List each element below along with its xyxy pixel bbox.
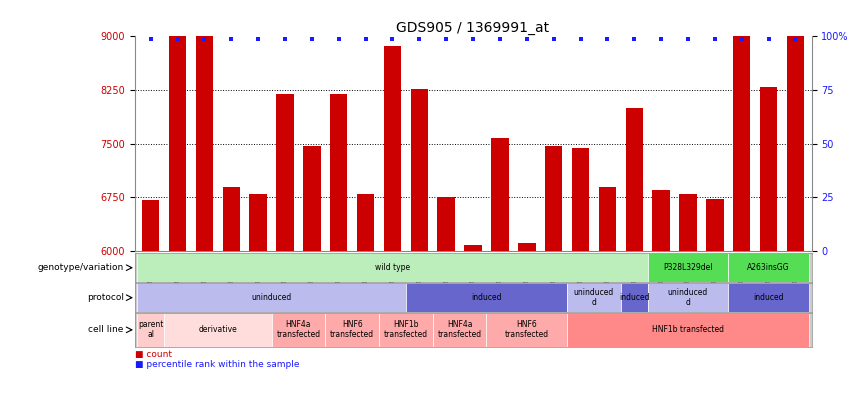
- Bar: [379, 313, 433, 347]
- Bar: [786, 36, 804, 251]
- Text: HNF6
transfected: HNF6 transfected: [504, 320, 549, 339]
- Bar: [406, 283, 567, 312]
- Bar: [567, 283, 621, 312]
- Bar: [222, 187, 240, 251]
- Text: ■ percentile rank within the sample: ■ percentile rank within the sample: [135, 360, 299, 369]
- Text: ■ count: ■ count: [135, 350, 172, 359]
- Bar: [491, 138, 509, 251]
- Bar: [567, 313, 809, 347]
- Bar: [195, 36, 214, 251]
- Text: induced: induced: [471, 293, 502, 302]
- Bar: [648, 283, 728, 312]
- Bar: [518, 243, 536, 251]
- Bar: [486, 313, 567, 347]
- Bar: [303, 146, 320, 251]
- Bar: [648, 253, 728, 282]
- Bar: [137, 313, 164, 347]
- Text: P328L329del: P328L329del: [663, 263, 713, 272]
- Bar: [728, 253, 809, 282]
- Text: induced: induced: [619, 293, 649, 302]
- Bar: [168, 36, 187, 251]
- Bar: [464, 245, 482, 251]
- Bar: [357, 194, 374, 251]
- Text: uninduced
d: uninduced d: [667, 288, 708, 307]
- Text: parent
al: parent al: [138, 320, 163, 339]
- Bar: [599, 187, 616, 251]
- Text: A263insGG: A263insGG: [747, 263, 790, 272]
- Bar: [330, 94, 347, 251]
- Text: cell line: cell line: [89, 325, 124, 335]
- Bar: [653, 190, 670, 251]
- Bar: [137, 283, 406, 312]
- Text: uninduced
d: uninduced d: [574, 288, 614, 307]
- Bar: [384, 46, 401, 251]
- Text: HNF1b transfected: HNF1b transfected: [652, 325, 724, 335]
- Bar: [326, 313, 379, 347]
- Bar: [276, 94, 293, 251]
- Title: GDS905 / 1369991_at: GDS905 / 1369991_at: [397, 21, 549, 35]
- Bar: [621, 283, 648, 312]
- Bar: [433, 313, 486, 347]
- Text: protocol: protocol: [87, 293, 124, 302]
- Bar: [411, 90, 428, 251]
- Bar: [164, 313, 272, 347]
- Bar: [437, 197, 455, 251]
- Bar: [728, 283, 809, 312]
- Bar: [760, 87, 778, 251]
- Text: derivative: derivative: [199, 325, 237, 335]
- Bar: [707, 199, 724, 251]
- Bar: [272, 313, 326, 347]
- Text: induced: induced: [753, 293, 784, 302]
- Bar: [733, 36, 751, 251]
- Text: genotype/variation: genotype/variation: [37, 263, 124, 272]
- Bar: [572, 148, 589, 251]
- Bar: [545, 146, 562, 251]
- Text: HNF1b
transfected: HNF1b transfected: [384, 320, 428, 339]
- Bar: [137, 253, 648, 282]
- Text: HNF4a
transfected: HNF4a transfected: [437, 320, 482, 339]
- Bar: [680, 194, 697, 251]
- Text: uninduced: uninduced: [252, 293, 292, 302]
- Text: HNF4a
transfected: HNF4a transfected: [276, 320, 320, 339]
- Text: HNF6
transfected: HNF6 transfected: [330, 320, 374, 339]
- Text: wild type: wild type: [375, 263, 410, 272]
- Bar: [142, 200, 160, 251]
- Bar: [249, 194, 266, 251]
- Bar: [626, 108, 643, 251]
